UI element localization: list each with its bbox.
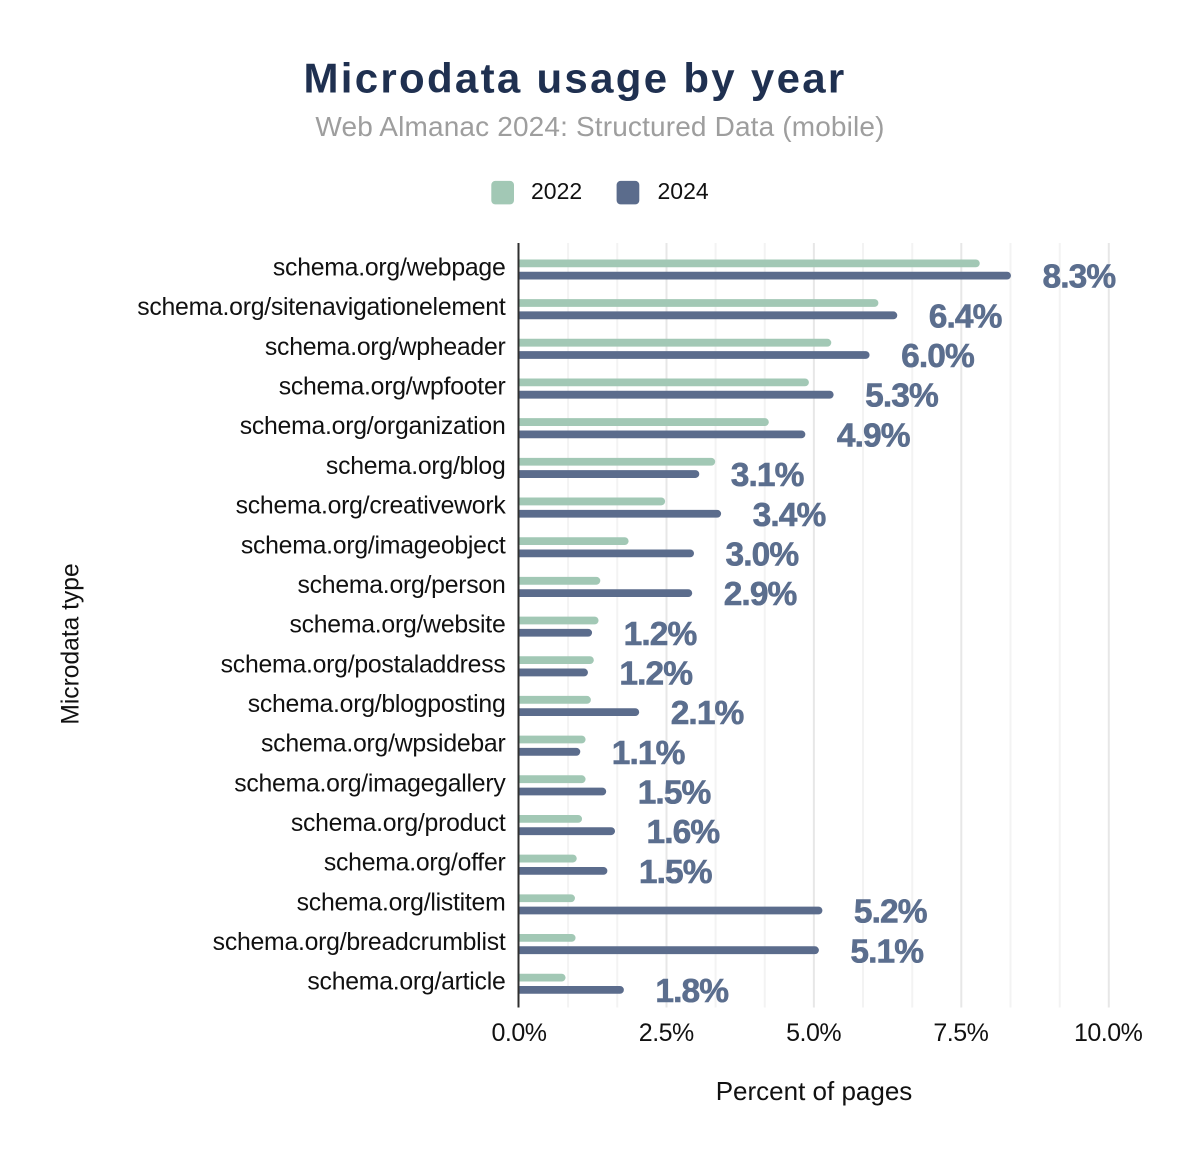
svg-text:schema.org/article: schema.org/article bbox=[307, 969, 505, 996]
svg-text:schema.org/imageobject: schema.org/imageobject bbox=[241, 532, 506, 559]
svg-text:schema.org/product: schema.org/product bbox=[291, 810, 506, 837]
svg-text:schema.org/creativework: schema.org/creativework bbox=[236, 493, 507, 520]
svg-text:0.0%: 0.0% bbox=[492, 1019, 547, 1047]
svg-text:1.5%: 1.5% bbox=[638, 775, 711, 812]
svg-text:schema.org/organization: schema.org/organization bbox=[240, 413, 506, 440]
svg-text:2024: 2024 bbox=[658, 178, 709, 204]
svg-text:schema.org/person: schema.org/person bbox=[297, 572, 505, 599]
svg-text:schema.org/imagegallery: schema.org/imagegallery bbox=[234, 770, 506, 797]
svg-text:2.1%: 2.1% bbox=[671, 695, 744, 732]
svg-text:6.4%: 6.4% bbox=[929, 298, 1002, 335]
svg-text:3.4%: 3.4% bbox=[753, 497, 826, 534]
svg-text:schema.org/offer: schema.org/offer bbox=[324, 850, 506, 877]
svg-text:1.2%: 1.2% bbox=[624, 616, 697, 653]
svg-text:Web Almanac 2024: Structured D: Web Almanac 2024: Structured Data (mobil… bbox=[315, 111, 884, 142]
svg-text:1.6%: 1.6% bbox=[647, 814, 720, 851]
svg-text:3.0%: 3.0% bbox=[726, 537, 799, 574]
svg-text:2022: 2022 bbox=[531, 178, 582, 204]
svg-text:1.2%: 1.2% bbox=[619, 656, 692, 693]
svg-text:Microdata usage by year: Microdata usage by year bbox=[303, 54, 846, 101]
svg-text:10.0%: 10.0% bbox=[1074, 1019, 1143, 1047]
svg-text:schema.org/website: schema.org/website bbox=[289, 612, 505, 639]
svg-text:Microdata type: Microdata type bbox=[58, 563, 85, 724]
svg-text:3.1%: 3.1% bbox=[731, 457, 804, 494]
svg-text:schema.org/blogposting: schema.org/blogposting bbox=[248, 691, 506, 718]
svg-text:schema.org/blog: schema.org/blog bbox=[326, 453, 506, 480]
svg-text:6.0%: 6.0% bbox=[901, 338, 974, 375]
svg-text:7.5%: 7.5% bbox=[933, 1019, 988, 1047]
svg-text:2.9%: 2.9% bbox=[724, 576, 797, 613]
svg-text:1.1%: 1.1% bbox=[612, 735, 685, 772]
svg-text:2.5%: 2.5% bbox=[639, 1019, 694, 1047]
svg-text:schema.org/wpheader: schema.org/wpheader bbox=[265, 334, 506, 361]
svg-text:schema.org/webpage: schema.org/webpage bbox=[273, 255, 506, 282]
svg-text:schema.org/postaladdress: schema.org/postaladdress bbox=[221, 651, 506, 678]
svg-text:5.1%: 5.1% bbox=[850, 933, 923, 970]
svg-text:5.0%: 5.0% bbox=[786, 1019, 841, 1047]
svg-text:schema.org/sitenavigationeleme: schema.org/sitenavigationelement bbox=[137, 294, 506, 321]
svg-text:schema.org/breadcrumblist: schema.org/breadcrumblist bbox=[213, 929, 506, 956]
svg-text:8.3%: 8.3% bbox=[1043, 259, 1116, 296]
svg-text:schema.org/wpfooter: schema.org/wpfooter bbox=[279, 374, 506, 401]
svg-text:1.8%: 1.8% bbox=[655, 973, 728, 1010]
svg-text:4.9%: 4.9% bbox=[837, 417, 910, 454]
svg-text:5.2%: 5.2% bbox=[854, 894, 927, 931]
svg-text:schema.org/wpsidebar: schema.org/wpsidebar bbox=[261, 731, 505, 758]
svg-text:schema.org/listitem: schema.org/listitem bbox=[297, 889, 506, 916]
svg-text:5.3%: 5.3% bbox=[865, 378, 938, 415]
svg-text:1.5%: 1.5% bbox=[639, 854, 712, 891]
svg-text:Percent of pages: Percent of pages bbox=[716, 1076, 913, 1106]
